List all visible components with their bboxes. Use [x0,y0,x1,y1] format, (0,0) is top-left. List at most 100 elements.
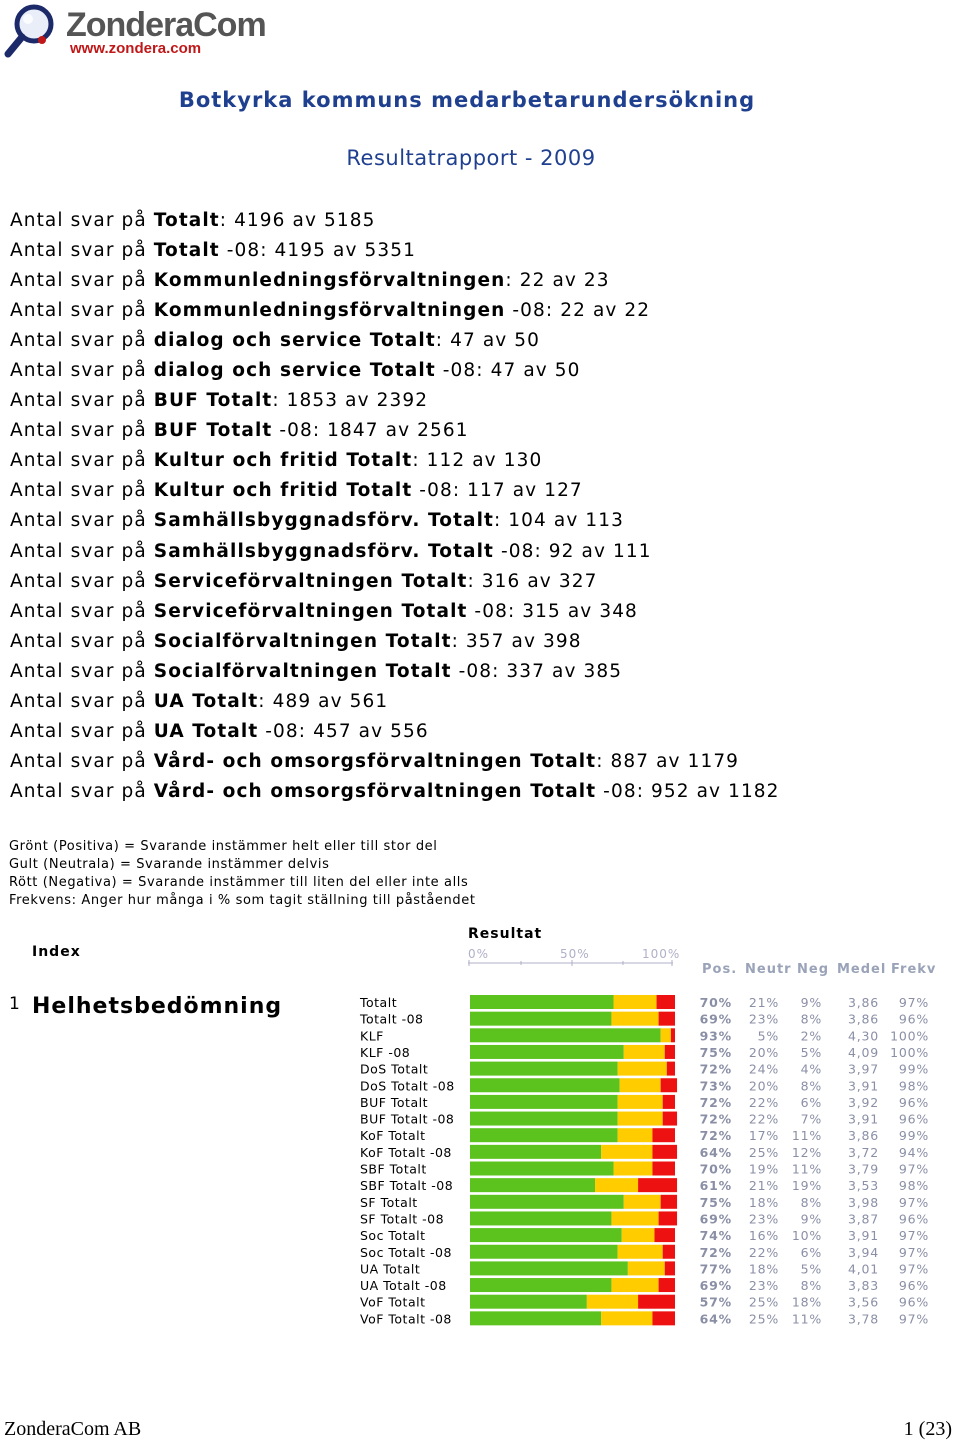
response-count-item: Antal svar på Samhällsbyggnadsförv. Tota… [10,508,780,538]
logo-name: ZonderaCom [66,6,267,44]
pos-bar [470,1028,661,1043]
neg-value: 4% [801,1062,822,1077]
row-label: VoF Totalt -08 [360,1311,452,1326]
response-unit: BUF Totalt [153,390,273,412]
neg-bar [652,1161,675,1176]
response-unit: Kommunledningsförvaltningen [153,300,506,322]
medel-value: 3,97 [848,1062,879,1077]
response-prefix: Antal svar på [10,240,154,262]
response-prefix: Antal svar på [10,480,154,502]
neg-value: 5% [801,1261,822,1276]
response-count: : 104 av 113 [493,510,624,532]
pos-value: 69% [700,1211,732,1226]
result-chart: Totalt 70% 21% 9% 3,86 97% Totalt -08 69% 23% 8% 3… [359,995,929,1326]
neutr-bar [617,1111,663,1126]
neg-value: 8% [801,1078,822,1093]
neg-bar [660,1194,678,1209]
response-count-item: Antal svar på Socialförvaltningen Totalt… [10,629,780,659]
medel-value: 3,86 [848,1128,879,1143]
response-prefix: Antal svar på [10,720,154,742]
neg-bar [658,1211,678,1226]
neutr-value: 22% [749,1112,779,1127]
pos-bar [470,1244,618,1259]
response-unit: Kommunledningsförvaltningen [153,270,506,292]
response-count-item: Antal svar på Serviceförvaltningen Total… [10,599,780,629]
response-prefix: Antal svar på [10,690,154,712]
row-label: DoS Totalt -08 [360,1078,455,1093]
neg-value: 12% [792,1145,822,1160]
legend-red: Rött (Negativa) = Svarande instämmer til… [9,875,469,890]
medel-value: 4,30 [848,1028,879,1043]
medel-value: 3,87 [848,1211,879,1226]
neutr-bar [623,1044,665,1059]
response-count: : 4196 av 5185 [219,210,376,231]
pos-value: 72% [700,1128,732,1143]
neg-bar [662,1244,675,1259]
frekv-value: 96% [899,1095,929,1110]
question-number: 1 [9,994,20,1014]
neutr-value: 21% [749,995,779,1010]
scale-label-100: 100% [642,947,680,961]
legend-frequency: Frekvens: Anger hur många i % som tagit … [9,893,476,908]
logo: ZonderaCom www.zondera.com [4,2,274,58]
response-unit: Kultur och fritid Totalt [153,480,413,502]
page-subtitle: Resultatrapport - 2009 [346,146,596,170]
neutr-bar [619,1078,661,1093]
response-count-item: Antal svar på BUF Totalt: 1853 av 2392 [10,388,780,418]
medel-value: 3,78 [848,1311,879,1326]
response-count-item: Antal svar på Socialförvaltningen Totalt… [10,659,780,689]
response-prefix: Antal svar på [10,630,154,652]
neutr-value: 18% [749,1261,779,1276]
response-count-item: Antal svar på Kommunledningsförvaltninge… [10,298,780,328]
col-header-medel: Medel [837,962,887,977]
frekv-value: 99% [899,1128,929,1143]
pos-bar [470,1261,628,1276]
neutr-value: 25% [749,1311,779,1326]
response-unit: Totalt [153,240,220,262]
medel-value: 3,53 [848,1178,879,1193]
frekv-value: 98% [899,1078,929,1093]
response-count: -08: 47 av 50 [435,360,581,382]
pos-value: 73% [700,1078,732,1093]
response-unit: dialog och service Totalt [153,360,436,382]
neg-bar [662,1094,675,1109]
neg-bar [638,1294,675,1309]
neg-value: 6% [801,1095,822,1110]
response-count-item: Antal svar på Vård- och omsorgsförvaltni… [10,749,780,779]
col-header-neg: Neg [797,962,830,977]
neg-bar [658,1278,675,1293]
neg-value: 5% [801,1045,822,1060]
response-count-item: Antal svar på dialog och service Totalt … [10,358,780,388]
response-count: : 22 av 23 [505,270,610,292]
row-label: KoF Totalt [360,1128,425,1143]
response-unit: Vård- och omsorgsförvaltningen Totalt [153,780,597,802]
neg-bar [670,1028,675,1043]
neg-value: 18% [792,1295,822,1310]
page-title: Botkyrka kommuns medarbetarundersökning [178,88,756,112]
neutr-bar [617,1244,663,1259]
neutr-value: 23% [749,1278,779,1293]
neutr-value: 25% [749,1145,779,1160]
row-label: KLF -08 [360,1045,410,1060]
neutr-value: 22% [749,1245,779,1260]
neg-bar [656,995,675,1009]
neutr-value: 21% [749,1178,779,1193]
legend-green: Grönt (Positiva) = Svarande instämmer he… [9,839,438,854]
neg-value: 8% [801,1012,822,1027]
response-prefix: Antal svar på [10,330,154,352]
neg-bar [638,1178,678,1193]
response-prefix: Antal svar på [10,270,154,292]
response-count-item: Antal svar på UA Totalt -08: 457 av 556 [10,719,780,749]
neg-value: 10% [792,1228,822,1243]
neg-value: 9% [801,995,822,1010]
neg-bar [658,1011,675,1026]
pos-bar [470,1128,618,1143]
neutr-bar [611,1211,659,1226]
frekv-value: 96% [899,1112,929,1127]
neutr-bar [613,995,657,1009]
response-unit: Samhällsbyggnadsförv. Totalt [153,510,494,532]
frekv-value: 97% [899,1311,929,1326]
response-unit: Serviceförvaltningen Totalt [153,570,468,592]
footer-page-number: 1 (23) [903,1418,952,1440]
frekv-value: 96% [899,1012,929,1027]
